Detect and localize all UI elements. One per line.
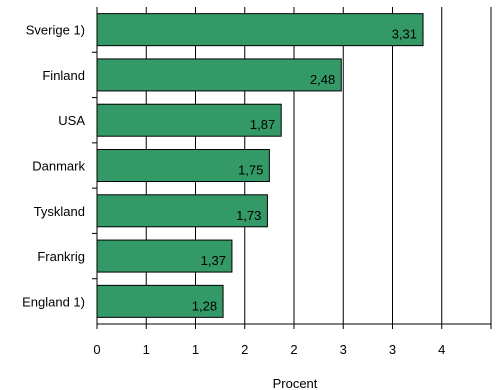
category-label: Danmark — [32, 159, 85, 174]
category-label: USA — [58, 113, 85, 128]
x-tick-label: 4 — [438, 342, 445, 357]
bar-value-label: 1,75 — [238, 163, 263, 178]
x-tick-label: 2 — [241, 342, 248, 357]
category-label: Sverige 1) — [26, 23, 85, 38]
x-tick-label: 2 — [290, 342, 297, 357]
category-label: Finland — [42, 68, 85, 83]
category-labels: Sverige 1) Finland USA Danmark Tyskland Frank… — [22, 23, 85, 310]
x-tick-label: 3 — [340, 342, 347, 357]
bar-value-label: 3,31 — [392, 27, 417, 42]
bar — [96, 194, 268, 228]
bar-value-label: 1,37 — [201, 253, 226, 268]
x-axis-label: Procent — [273, 376, 318, 390]
bar — [96, 58, 342, 92]
x-tick-label: 0 — [93, 342, 100, 357]
category-label: Tyskland — [34, 204, 85, 219]
x-tick-label: 1 — [143, 342, 150, 357]
bar — [96, 239, 233, 273]
category-label: England 1) — [22, 294, 85, 309]
bar — [96, 284, 224, 318]
category-label: Frankrig — [37, 249, 85, 264]
x-tick-labels: 0 1 1 2 2 3 3 4 — [93, 342, 445, 357]
bar — [96, 149, 270, 182]
bar — [96, 13, 424, 47]
bar-value-label: 2,48 — [310, 72, 335, 87]
x-tick-label: 3 — [389, 342, 396, 357]
axes — [92, 7, 492, 329]
bar-value-label: 1,87 — [250, 117, 275, 132]
bar-value-label: 1,73 — [236, 208, 261, 223]
bar-value-label: 1,28 — [192, 298, 217, 313]
bars: 3,31 2,48 1,87 1,75 1,73 1,37 1,28 — [96, 13, 424, 318]
x-tick-label: 1 — [192, 342, 199, 357]
